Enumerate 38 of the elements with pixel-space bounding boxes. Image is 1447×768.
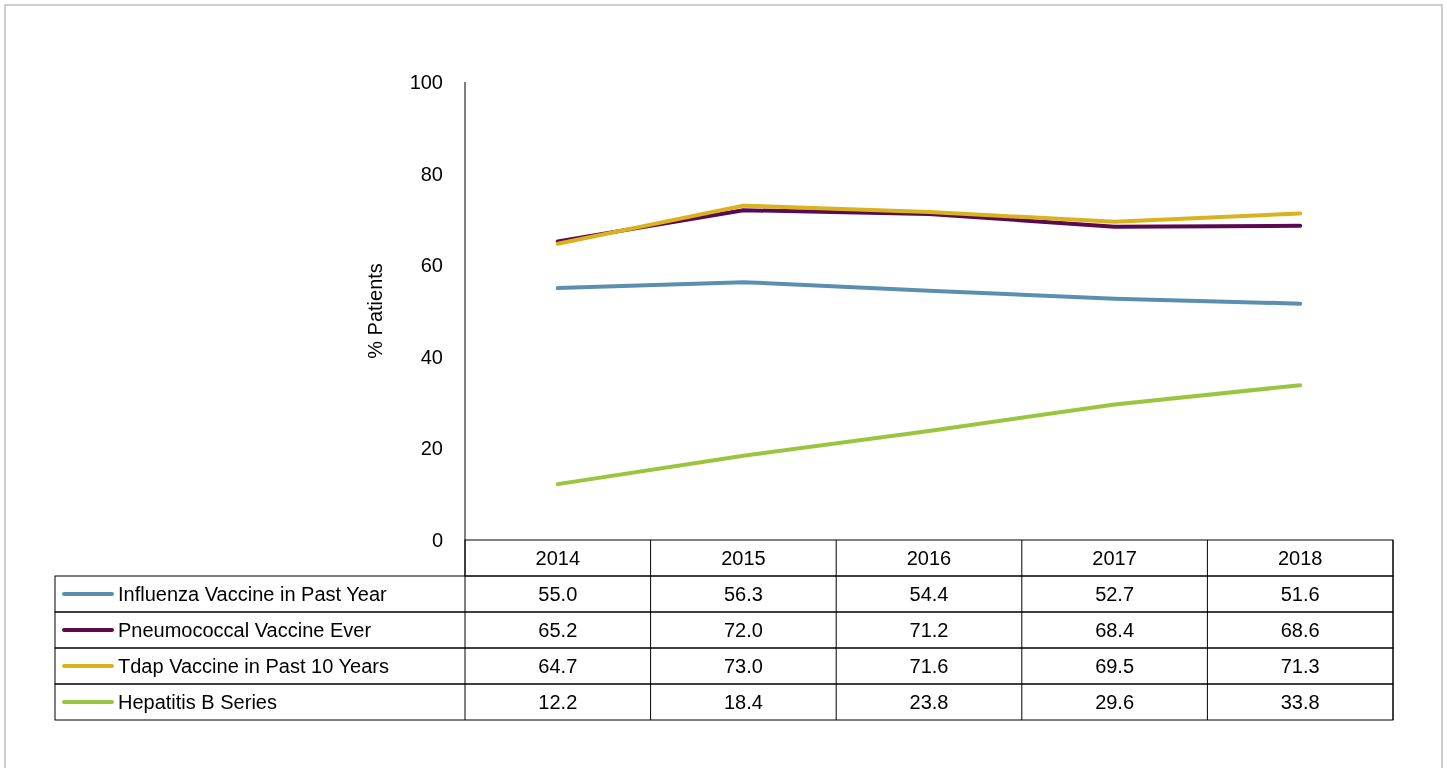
- data-label: 65.2: [538, 619, 578, 641]
- x-tick-label: 2014: [535, 547, 581, 569]
- data-label: 54.4: [909, 583, 949, 605]
- legend-label: Pneumococcal Vaccine Ever: [118, 619, 372, 641]
- legend-label: Tdap Vaccine in Past 10 Years: [118, 655, 389, 677]
- y-tick-label: 100: [409, 71, 443, 93]
- y-tick-label: 40: [420, 345, 443, 368]
- data-label: 69.5: [1095, 655, 1135, 677]
- data-label: 71.3: [1280, 655, 1320, 677]
- data-label: 12.2: [538, 691, 578, 713]
- data-label: 23.8: [909, 691, 949, 713]
- y-tick-label: 0: [431, 529, 443, 551]
- data-label: 64.7: [538, 655, 578, 677]
- data-label: 33.8: [1280, 691, 1320, 713]
- data-label: 68.4: [1095, 619, 1135, 641]
- x-tick-label: 2016: [906, 547, 952, 569]
- data-label: 68.6: [1280, 619, 1320, 641]
- line-series: [555, 383, 1303, 487]
- data-label: 71.2: [909, 619, 949, 641]
- y-tick-label: 80: [420, 162, 443, 185]
- data-label: 72.0: [723, 619, 763, 641]
- x-tick-label: 2018: [1277, 547, 1323, 569]
- legend-label: Hepatitis B Series: [118, 691, 277, 713]
- data-label: 29.6: [1095, 691, 1135, 713]
- data-label: 56.3: [723, 583, 763, 605]
- data-label: 52.7: [1095, 583, 1135, 605]
- data-label: 73.0: [723, 655, 763, 677]
- legend-label: Influenza Vaccine in Past Year: [118, 583, 388, 605]
- line-series: [555, 280, 1303, 306]
- data-label: 71.6: [909, 655, 949, 677]
- y-tick-label: 20: [420, 437, 443, 460]
- x-tick-label: 2017: [1092, 547, 1137, 569]
- data-label: 51.6: [1280, 583, 1320, 605]
- x-tick-label: 2015: [721, 547, 766, 569]
- data-label: 55.0: [538, 583, 578, 605]
- y-axis-title: % Patients: [364, 263, 386, 359]
- data-label: 18.4: [723, 691, 763, 713]
- y-tick-label: 60: [420, 254, 443, 277]
